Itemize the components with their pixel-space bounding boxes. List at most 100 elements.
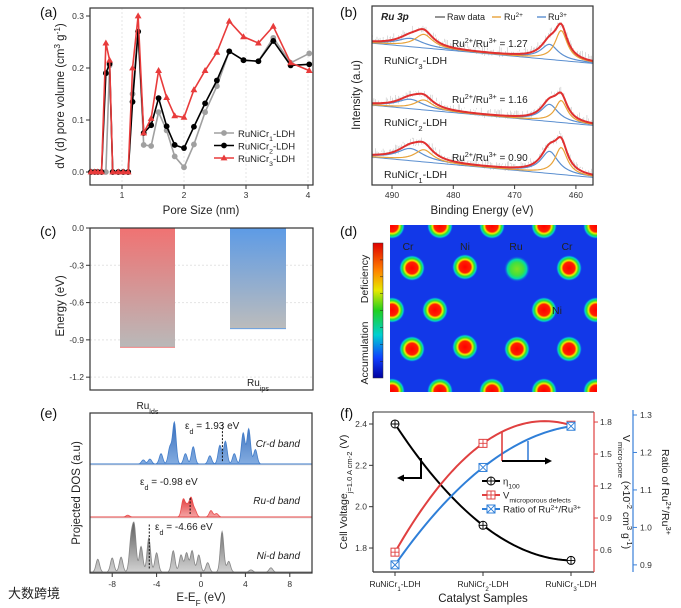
text-segment: -LDH: [273, 129, 295, 140]
data-point: [163, 94, 171, 101]
plot-frame: [371, 5, 594, 186]
panel-label: (c): [40, 223, 56, 239]
panel-label: (b): [340, 4, 357, 20]
atom-density-blob: [422, 297, 448, 323]
text-segment: 3+: [573, 504, 581, 511]
text-segment: V: [503, 491, 510, 502]
text-segment: Cell Voltage: [338, 493, 350, 549]
data-point: [106, 56, 113, 63]
legend-label: Ru3+: [548, 12, 567, 23]
text-segment: η: [503, 477, 508, 488]
data-point: [148, 122, 155, 129]
text-segment: cm: [620, 509, 632, 526]
text-segment: Ru: [452, 39, 465, 50]
bar-label: Rulds: [137, 401, 159, 416]
text-segment: Raw data: [447, 12, 485, 22]
marker-cross: [486, 504, 496, 514]
text-segment: 2+: [465, 92, 473, 101]
marker-cross: [391, 419, 399, 428]
text-segment: 3: [53, 44, 62, 49]
data-point: [269, 22, 277, 29]
atom-density-blob: [399, 255, 425, 281]
data-point: [119, 168, 127, 175]
data-point: [240, 57, 247, 64]
legend-label: Ratio of Ru2+/Ru3+: [503, 504, 581, 516]
text-segment: microporous defects: [509, 497, 571, 504]
data-point: [171, 112, 179, 119]
text-segment: 3: [573, 586, 577, 593]
text-segment: ε: [185, 421, 190, 432]
x-tick-label: 2: [182, 190, 187, 200]
legend-label: RuNiCr1-LDH: [238, 129, 295, 143]
atom-density-blob: [556, 336, 582, 362]
data-point: [202, 109, 208, 116]
text-segment: RuNiCr: [238, 142, 269, 153]
series-1: Vmicroporous defects: [390, 420, 576, 557]
text-segment: 100: [508, 483, 520, 490]
data-point: [255, 39, 262, 46]
data-point: [129, 64, 136, 71]
xps-spectrum: RuNiCr1-LDH Ru2+/Ru3+ = 0.90: [372, 130, 594, 185]
atom-label: Cr: [402, 241, 414, 253]
y-tick-label: 1.2: [600, 481, 612, 491]
text-segment: g: [620, 530, 632, 539]
y-tick-label: 0.2: [72, 63, 84, 73]
data-point: [255, 58, 262, 65]
text-segment: ε: [155, 522, 160, 533]
text-segment: Ratio of Ru: [503, 505, 551, 516]
colorbar-label-deficiency: Deficiency: [359, 254, 371, 303]
atom-density-blob: [390, 297, 405, 323]
y-tick-label: 0.9: [600, 513, 612, 523]
atom-density-blob: [399, 336, 425, 362]
watermark: 大数跨境: [8, 586, 60, 601]
y-tick-label: 2.4: [355, 419, 367, 429]
sample-label: RuNiCr2-LDH: [384, 117, 447, 133]
data-point: [140, 129, 148, 136]
data-point: [390, 419, 400, 429]
x-tick-label: 460: [569, 190, 583, 200]
data-point: [306, 50, 313, 57]
y-tick-label: -0.3: [69, 260, 84, 270]
d-band-center-label: εd = -0.98 eV: [140, 477, 198, 492]
legend-marker: [486, 476, 496, 486]
pdos-band: εd = -0.98 eV Ru-d band: [90, 477, 312, 518]
marker-cross: [479, 521, 487, 530]
d-band-center-label: εd = 1.93 eV: [185, 421, 240, 436]
data-point: [98, 168, 105, 175]
bar-label: Ruips: [247, 378, 269, 393]
text-segment: 2: [485, 586, 489, 593]
legend-label: Ru2+: [504, 12, 523, 23]
x-tick-label: 470: [508, 190, 522, 200]
atom-density-blob: [427, 378, 453, 392]
text-segment: 2+: [465, 150, 473, 159]
background-line: [372, 156, 594, 178]
series-2: RuNiCr3-LDH: [87, 12, 313, 175]
atom-density-blob: [504, 336, 530, 362]
text-segment: = -4.66 eV: [163, 522, 213, 533]
y-axis-label: Intensity (a.u): [351, 60, 363, 130]
text-segment: 3: [269, 161, 273, 168]
y-tick-label: 1.0: [640, 522, 652, 532]
text-segment: -LDH: [273, 154, 295, 165]
text-segment: 1: [418, 176, 422, 185]
y-tick-label: 2.0: [355, 502, 367, 512]
data-point: [213, 77, 220, 84]
y-tick-label: 1.3: [640, 410, 652, 420]
x-tick-label: 1: [120, 190, 125, 200]
legend-marker: [221, 130, 227, 136]
x-tick-label: 480: [446, 190, 460, 200]
text-segment: -2: [626, 502, 635, 509]
text-segment: d: [159, 528, 163, 537]
text-segment: -LDH: [423, 169, 448, 181]
text-segment: 3+: [489, 150, 497, 159]
text-segment: RuNiCr: [369, 579, 397, 589]
text-segment: 2+: [665, 501, 674, 510]
bar: [230, 228, 286, 329]
text-segment: = 1.27: [497, 39, 528, 50]
data-point: [202, 100, 208, 107]
ratio-annotation: Ru2+/Ru3+ = 1.16: [452, 92, 528, 107]
text-segment: 3: [418, 62, 422, 71]
pdos-band: εd = 1.93 eV Cr-d band: [90, 420, 312, 465]
